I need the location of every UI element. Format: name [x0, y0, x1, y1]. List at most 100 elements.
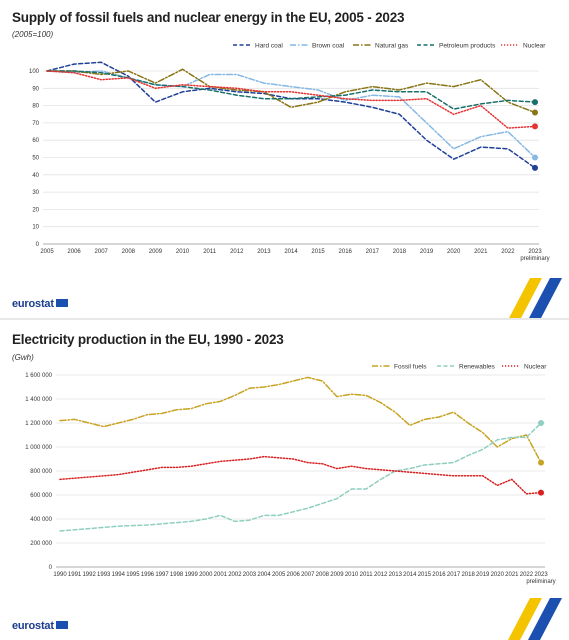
y-tick-label: 0 — [36, 242, 40, 248]
x-tick-label: 2014 — [403, 572, 417, 578]
x-tick-label: 2022 — [520, 572, 534, 578]
series-line-renewables — [59, 422, 542, 532]
x-tick-label: 2015 — [418, 572, 432, 578]
x-tick-sublabel: preliminary — [526, 579, 555, 585]
legend-label: Natural gas — [375, 42, 409, 49]
y-tick-label: 100 — [29, 69, 40, 75]
y-tick-label: 40 — [32, 173, 39, 179]
x-tick-label: 2006 — [287, 572, 301, 578]
x-tick-label: 2022 — [501, 249, 515, 255]
x-tick-label: 2018 — [461, 572, 475, 578]
x-tick-label: 2019 — [420, 249, 434, 255]
chart-panel-fossil-nuclear: Supply of fossil fuels and nuclear energ… — [12, 10, 562, 320]
x-tick-label: 2009 — [330, 572, 344, 578]
x-tick-label: 2004 — [257, 572, 271, 578]
series-line-fossil-fuels — [59, 376, 542, 464]
y-tick-label: 10 — [32, 225, 39, 231]
chart-svg-electricity: 0 200 000 400 000 600 000 800 000 1 000 000 1 … — [25, 363, 562, 640]
x-tick-label: 2016 — [339, 249, 353, 255]
series-endpoint-nuclear — [532, 123, 538, 130]
x-tick-label: 2013 — [389, 572, 403, 578]
x-tick-label: 2002 — [228, 572, 242, 578]
x-tick-label: 2021 — [474, 249, 488, 255]
y-tick-label: 30 — [32, 190, 39, 196]
x-tick-label: 1994 — [112, 572, 126, 578]
x-tick-label: 2003 — [243, 572, 257, 578]
x-tick-label: 2010 — [176, 249, 190, 255]
chart-subtitle: (2005=100) — [12, 30, 54, 39]
y-tick-label: 60 — [32, 138, 39, 144]
eu-flag-icon — [55, 299, 68, 308]
x-tick-label: 2011 — [360, 572, 374, 578]
x-tick-label: 1990 — [53, 572, 67, 578]
y-tick-label: 1 400 000 — [25, 397, 52, 403]
series-line-nuclear — [46, 70, 536, 129]
series-line-nuclear — [59, 455, 542, 495]
y-tick-label: 600 000 — [30, 493, 52, 499]
y-tick-label: 1 600 000 — [25, 373, 52, 379]
y-tick-label: 20 — [32, 207, 39, 213]
series-line-natural-gas — [46, 68, 536, 114]
x-tick-label: 1999 — [185, 572, 199, 578]
y-tick-label: 200 000 — [30, 541, 52, 547]
series-endpoint-brown-coal — [532, 154, 538, 161]
x-tick-label: 1992 — [82, 572, 96, 578]
brand-ribbon-blue-icon — [528, 598, 562, 640]
brand-ribbon-yellow-icon — [508, 278, 542, 320]
x-tick-label: 2021 — [505, 572, 519, 578]
legend-label: Nuclear — [524, 363, 547, 370]
x-tick-label: 2005 — [40, 249, 54, 255]
legend-label: Nuclear — [523, 42, 546, 49]
x-tick-label: 2011 — [203, 249, 217, 255]
series-endpoint-natural-gas — [532, 109, 538, 116]
x-tick-label: 2023 — [528, 249, 542, 255]
chart-panel-electricity: Electricity production in the EU, 1990 -… — [0, 320, 569, 640]
chart-title: Supply of fossil fuels and nuclear energ… — [12, 10, 405, 25]
y-tick-label: 90 — [32, 86, 39, 92]
x-tick-label: 2007 — [95, 249, 109, 255]
legend-label: Fossil fuels — [394, 363, 427, 370]
x-tick-label: 2012 — [230, 249, 244, 255]
series-endpoint-fossil-fuels — [538, 459, 544, 466]
x-tick-label: 2010 — [345, 572, 359, 578]
x-tick-sublabel: preliminary — [520, 256, 549, 262]
x-tick-label: 2006 — [67, 249, 81, 255]
x-tick-label: 2005 — [272, 572, 286, 578]
x-tick-label: 2023 — [534, 572, 548, 578]
x-tick-label: 2014 — [284, 249, 298, 255]
chart-svg-fossil-nuclear: 0 10 20 30 40 50 60 70 80 90 100 2005 2006 2007 2008 20… — [29, 42, 562, 320]
y-tick-label: 1 200 000 — [25, 421, 52, 427]
y-tick-label: 400 000 — [30, 517, 52, 523]
x-tick-label: 2016 — [432, 572, 446, 578]
y-tick-label: 800 000 — [30, 469, 52, 475]
x-tick-label: 2017 — [366, 249, 380, 255]
x-tick-label: 2020 — [491, 572, 505, 578]
y-tick-label: 0 — [49, 565, 53, 571]
eurostat-logo: eurostat — [12, 298, 68, 310]
eurostat-logo: eurostat — [12, 620, 68, 632]
x-tick-label: 2015 — [311, 249, 325, 255]
x-tick-label: 2013 — [257, 249, 271, 255]
x-tick-label: 1993 — [97, 572, 111, 578]
y-tick-label: 70 — [32, 121, 39, 127]
x-tick-label: 1998 — [170, 572, 184, 578]
legend-label: Hard coal — [255, 42, 283, 49]
legend-label: Brown coal — [312, 42, 345, 49]
chart-subtitle: (Gwh) — [12, 353, 34, 362]
y-tick-label: 1 000 000 — [25, 445, 52, 451]
x-tick-label: 2019 — [476, 572, 490, 578]
x-tick-label: 2000 — [199, 572, 213, 578]
legend-label: Renewables — [459, 363, 496, 370]
series-line-petroleum-products — [46, 70, 536, 110]
x-tick-label: 2017 — [447, 572, 461, 578]
chart-title: Electricity production in the EU, 1990 -… — [12, 332, 284, 347]
x-tick-label: 2009 — [149, 249, 163, 255]
x-tick-label: 1997 — [155, 572, 169, 578]
x-tick-label: 1996 — [141, 572, 155, 578]
y-tick-label: 50 — [32, 156, 39, 162]
x-tick-label: 2018 — [393, 249, 407, 255]
x-tick-label: 2020 — [447, 249, 461, 255]
x-tick-label: 2008 — [122, 249, 136, 255]
brand-ribbon-blue-icon — [528, 278, 562, 320]
x-tick-label: 2012 — [374, 572, 388, 578]
